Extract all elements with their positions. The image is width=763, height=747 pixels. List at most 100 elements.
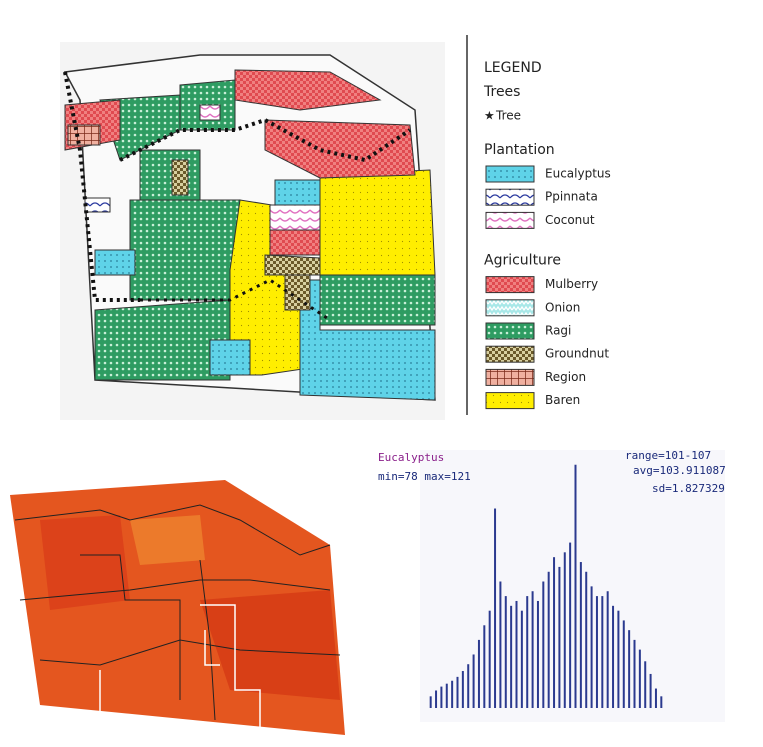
legend-swatch <box>485 276 535 294</box>
bar <box>536 600 539 708</box>
bar <box>547 571 550 708</box>
coconut-field <box>199 104 221 121</box>
bar <box>606 591 609 708</box>
bar <box>440 686 443 708</box>
coconut-field <box>269 204 321 231</box>
legend-item: Onion <box>545 300 580 314</box>
bar <box>579 562 582 708</box>
bar <box>472 654 475 708</box>
bar <box>526 596 529 708</box>
bar <box>451 680 454 708</box>
bar <box>445 683 448 708</box>
legend-swatch <box>485 322 535 340</box>
legend-item: Baren <box>545 393 580 407</box>
image-patch <box>40 515 130 610</box>
histogram <box>429 464 663 708</box>
bar <box>660 696 663 708</box>
legend: LEGEND Trees ★ Tree Plantation Eucalyptus Ppin… <box>483 60 611 410</box>
legend-item: Eucalyptus <box>545 167 611 181</box>
bar <box>612 605 615 708</box>
legend-swatch <box>485 299 535 317</box>
legend-swatch <box>485 392 535 410</box>
legend-item: Tree <box>495 109 521 123</box>
legend-title: LEGEND <box>484 60 542 76</box>
region-field <box>67 124 101 146</box>
field-boundary <box>80 554 181 700</box>
eucalyptus-field <box>94 249 136 276</box>
bar <box>644 661 647 708</box>
bar <box>510 605 513 708</box>
land-use-map <box>60 42 445 420</box>
bar <box>483 625 486 708</box>
bar <box>617 610 620 708</box>
bar <box>563 552 566 708</box>
legend-item: Region <box>545 370 586 384</box>
legend-swatch <box>485 188 535 206</box>
annotation: avg=103.911087 <box>633 464 726 477</box>
groundnut-field <box>264 254 321 276</box>
legend-item: Ragi <box>545 324 571 338</box>
bar <box>467 664 470 708</box>
histogram-background <box>420 450 725 722</box>
bar <box>504 596 507 708</box>
mulberry-field <box>264 119 416 179</box>
bar <box>488 610 491 708</box>
annotation: range=101-107 <box>625 449 711 462</box>
ragi-field <box>319 274 436 326</box>
mulberry-field <box>234 69 382 111</box>
bar <box>654 688 657 708</box>
bar <box>558 566 561 708</box>
eucalyptus-field <box>274 179 321 206</box>
bar <box>520 610 523 708</box>
legend-swatch <box>485 345 535 363</box>
legend-item: Coconut <box>545 213 595 227</box>
annotation: min=78 max=121 <box>378 470 471 483</box>
bar <box>542 581 545 708</box>
legend-group: Agriculture <box>484 253 561 269</box>
baren-field <box>319 169 436 276</box>
tree-line <box>63 71 140 302</box>
groundnut-field <box>284 274 311 311</box>
field-boundary <box>14 504 331 556</box>
bar <box>590 586 593 708</box>
bar <box>649 673 652 708</box>
bar <box>638 649 641 708</box>
field-boundary <box>199 559 216 721</box>
mulberry-field <box>269 229 321 256</box>
bar <box>633 639 636 708</box>
bar <box>515 600 518 708</box>
bar <box>628 630 631 708</box>
annotation: sd=1.827329 <box>652 482 725 495</box>
legend-swatch <box>485 211 535 229</box>
bar <box>553 557 556 708</box>
ragi-field <box>129 199 241 301</box>
bar <box>585 571 588 708</box>
ragi-field <box>139 149 201 201</box>
bar <box>622 620 625 708</box>
eucalyptus-boundary <box>204 630 220 666</box>
legend-group: Trees <box>483 84 520 100</box>
bar <box>499 581 502 708</box>
ppinnata-field <box>84 197 111 213</box>
legend-item: Mulberry <box>545 277 598 291</box>
image-patch <box>130 515 205 565</box>
eucalyptus-field <box>299 279 436 401</box>
bar <box>531 591 534 708</box>
legend-group: Plantation <box>484 142 555 158</box>
bar <box>569 542 572 708</box>
eucalyptus-boundary <box>200 604 261 735</box>
legend-swatch <box>485 368 535 386</box>
bar <box>574 464 577 708</box>
bar <box>601 596 604 708</box>
bar <box>435 690 438 708</box>
satellite-image <box>10 480 345 735</box>
ragi-field <box>94 299 231 381</box>
bar <box>429 696 432 708</box>
legend-swatch <box>485 165 535 183</box>
groundnut-field <box>171 159 189 196</box>
legend-item: Ppinnata <box>545 190 598 204</box>
legend-symbol: ★ <box>484 109 495 123</box>
eucalyptus-field <box>209 339 251 376</box>
tree-line <box>140 278 331 322</box>
